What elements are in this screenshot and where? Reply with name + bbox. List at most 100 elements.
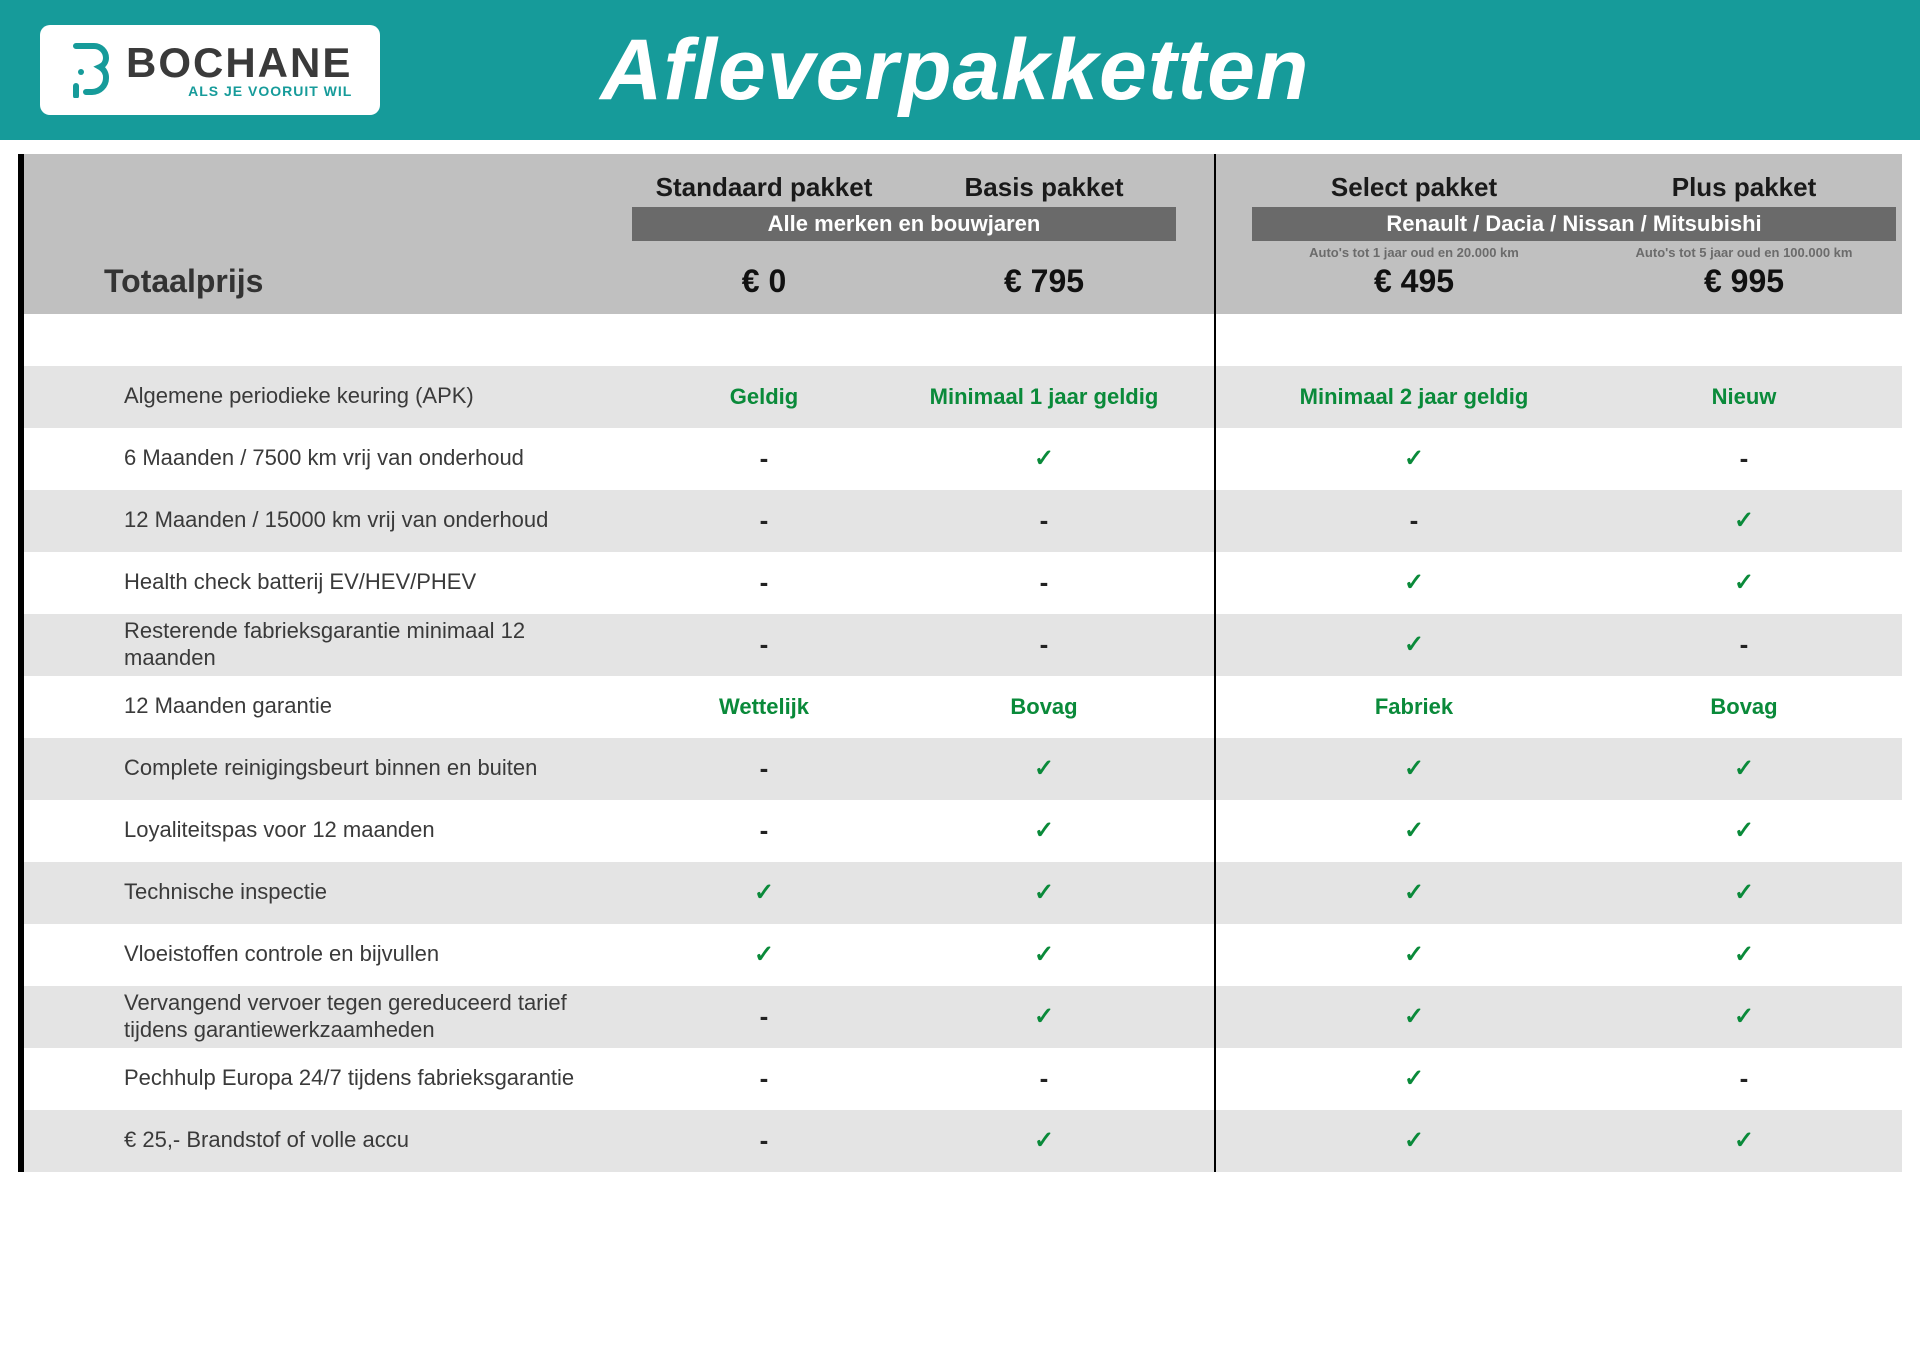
cell: - xyxy=(904,567,1184,598)
table-gap-row xyxy=(24,314,1902,366)
cell: - xyxy=(624,753,904,784)
check-icon: ✓ xyxy=(1734,569,1754,596)
brand-logo: BOCHANE ALS JE VOORUIT WIL xyxy=(40,25,380,115)
check-icon: ✓ xyxy=(1734,1127,1754,1154)
brand-tagline: ALS JE VOORUIT WIL xyxy=(126,84,352,98)
cell: - xyxy=(624,629,904,660)
check-icon: ✓ xyxy=(1404,879,1424,906)
column-group-divider xyxy=(1214,314,1216,1172)
table-row: Pechhulp Europa 24/7 tijdens fabrieksgar… xyxy=(24,1048,1902,1110)
cell: ✓ xyxy=(1244,1002,1584,1031)
price-select: € 495 xyxy=(1244,263,1584,300)
row-label: Algemene periodieke keuring (APK) xyxy=(24,383,624,409)
price-plus: € 995 xyxy=(1584,263,1904,300)
row-label: Loyaliteitspas voor 12 maanden xyxy=(24,817,624,843)
cell: - xyxy=(624,1001,904,1032)
table-body: Algemene periodieke keuring (APK)GeldigM… xyxy=(24,314,1902,1172)
cell: ✓ xyxy=(1584,754,1904,783)
cell: ✓ xyxy=(624,878,904,907)
column-group-divider xyxy=(1214,154,1216,314)
table-row: 12 Maanden garantieWettelijkBovagFabriek… xyxy=(24,676,1902,738)
table-row: Health check batterij EV/HEV/PHEV--✓✓ xyxy=(24,552,1902,614)
cell: ✓ xyxy=(1584,816,1904,845)
cell: ✓ xyxy=(1244,568,1584,597)
cell: ✓ xyxy=(904,754,1184,783)
col-title-plus: Plus pakket xyxy=(1584,172,1904,203)
packages-table: Standaard pakket Basis pakket Select pak… xyxy=(18,154,1902,1172)
cell: Bovag xyxy=(1584,694,1904,720)
page-header: BOCHANE ALS JE VOORUIT WIL Afleverpakket… xyxy=(0,0,1920,140)
cell: ✓ xyxy=(904,1126,1184,1155)
table-row: Loyaliteitspas voor 12 maanden-✓✓✓ xyxy=(24,800,1902,862)
row-label: Complete reinigingsbeurt binnen en buite… xyxy=(24,755,624,781)
group-banner-left: Alle merken en bouwjaren xyxy=(632,207,1176,241)
col-note-plus: Auto's tot 5 jaar oud en 100.000 km xyxy=(1584,243,1904,263)
check-icon: ✓ xyxy=(754,941,774,968)
check-icon: ✓ xyxy=(1404,817,1424,844)
check-icon: ✓ xyxy=(1404,569,1424,596)
price-std: € 0 xyxy=(624,263,904,300)
cell: ✓ xyxy=(1244,754,1584,783)
row-label: Pechhulp Europa 24/7 tijdens fabrieksgar… xyxy=(24,1065,624,1091)
check-icon: ✓ xyxy=(1734,755,1754,782)
check-icon: ✓ xyxy=(1404,941,1424,968)
price-basis: € 795 xyxy=(904,263,1184,300)
cell: Minimaal 1 jaar geldig xyxy=(904,384,1184,410)
cell: - xyxy=(904,629,1184,660)
table-header: Standaard pakket Basis pakket Select pak… xyxy=(24,154,1902,314)
check-icon: ✓ xyxy=(1404,755,1424,782)
price-row-label: Totaalprijs xyxy=(24,263,624,300)
cell: Wettelijk xyxy=(624,694,904,720)
brand-logo-icon xyxy=(68,42,110,98)
col-title-select: Select pakket xyxy=(1244,172,1584,203)
check-icon: ✓ xyxy=(1034,1127,1054,1154)
cell: - xyxy=(624,1063,904,1094)
cell: ✓ xyxy=(1584,1126,1904,1155)
cell: ✓ xyxy=(1584,568,1904,597)
cell: ✓ xyxy=(624,940,904,969)
cell: ✓ xyxy=(1584,1002,1904,1031)
check-icon: ✓ xyxy=(1734,1003,1754,1030)
col-title-std: Standaard pakket xyxy=(624,172,904,203)
row-label: 6 Maanden / 7500 km vrij van onderhoud xyxy=(24,445,624,471)
cell: Bovag xyxy=(904,694,1184,720)
page-title: Afleverpakketten xyxy=(600,21,1309,120)
table-row: 12 Maanden / 15000 km vrij van onderhoud… xyxy=(24,490,1902,552)
cell: ✓ xyxy=(1244,940,1584,969)
cell: ✓ xyxy=(1244,878,1584,907)
brand-name: BOCHANE xyxy=(126,42,352,84)
table-row: € 25,- Brandstof of volle accu- ✓ ✓ ✓ xyxy=(24,1110,1902,1172)
row-label: € 25,- Brandstof of volle accu xyxy=(24,1127,624,1153)
cell: - xyxy=(624,505,904,536)
check-icon: ✓ xyxy=(1404,1003,1424,1030)
check-icon: ✓ xyxy=(1734,817,1754,844)
check-icon: ✓ xyxy=(1734,941,1754,968)
cell: ✓ xyxy=(1244,444,1584,473)
row-label: 12 Maanden garantie xyxy=(24,693,624,719)
check-icon: ✓ xyxy=(1034,1003,1054,1030)
table-row: Algemene periodieke keuring (APK)GeldigM… xyxy=(24,366,1902,428)
cell: - xyxy=(904,1063,1184,1094)
cell: ✓ xyxy=(904,444,1184,473)
cell: - xyxy=(624,1125,904,1156)
check-icon: ✓ xyxy=(1404,631,1424,658)
cell: Fabriek xyxy=(1244,694,1584,720)
cell: - xyxy=(1584,629,1904,660)
cell: ✓ xyxy=(1584,878,1904,907)
cell: ✓ xyxy=(1244,630,1584,659)
cell: - xyxy=(1244,505,1584,536)
check-icon: ✓ xyxy=(1404,1127,1424,1154)
group-banner-right: Renault / Dacia / Nissan / Mitsubishi xyxy=(1252,207,1896,241)
cell: Minimaal 2 jaar geldig xyxy=(1244,384,1584,410)
cell: ✓ xyxy=(904,940,1184,969)
cell: - xyxy=(1584,1063,1904,1094)
row-label: Vervangend vervoer tegen gereduceerd tar… xyxy=(24,990,624,1043)
check-icon: ✓ xyxy=(1404,1065,1424,1092)
cell: ✓ xyxy=(1244,1126,1584,1155)
table-row: Complete reinigingsbeurt binnen en buite… xyxy=(24,738,1902,800)
check-icon: ✓ xyxy=(1734,507,1754,534)
cell: ✓ xyxy=(904,816,1184,845)
cell: - xyxy=(624,567,904,598)
cell: Geldig xyxy=(624,384,904,410)
cell: - xyxy=(904,505,1184,536)
